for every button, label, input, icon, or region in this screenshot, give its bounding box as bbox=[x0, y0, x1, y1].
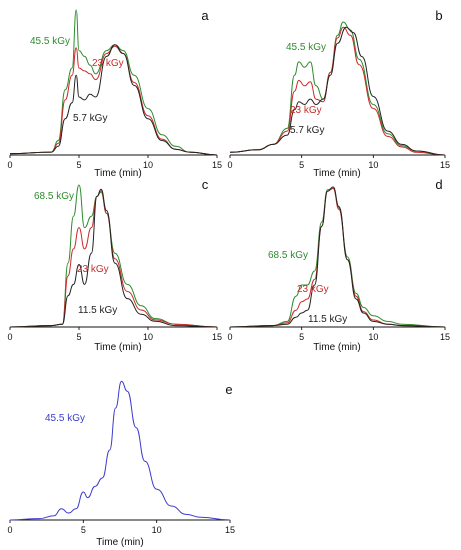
x-tick-label-0: 0 bbox=[227, 160, 232, 170]
x-ticks: 0 5 10 15 bbox=[7, 327, 222, 342]
chart-panel-e-svg: 0 5 10 15 Time (min) e 45.5 kGy bbox=[7, 380, 235, 548]
x-axis-title: Time (min) bbox=[313, 342, 360, 353]
panel-label-e: e bbox=[225, 382, 232, 397]
x-tick-label-15: 15 bbox=[212, 160, 222, 170]
series-line-11-5-kgy bbox=[9, 188, 218, 328]
series-label-5-7-kgy: 5.7 kGy bbox=[73, 113, 107, 124]
x-tick-label-15: 15 bbox=[212, 332, 222, 342]
series-group bbox=[9, 380, 231, 521]
series-line-68-5-kgy bbox=[229, 187, 446, 328]
panel-label-c: c bbox=[202, 177, 209, 192]
x-tick-label-10: 10 bbox=[152, 525, 162, 535]
series-group bbox=[9, 184, 218, 328]
series-label-11-5-kgy: 11.5 kGy bbox=[308, 314, 347, 325]
series-label-11-5-kgy: 11.5 kGy bbox=[78, 305, 117, 316]
x-tick-label-5: 5 bbox=[299, 160, 304, 170]
series-line-45-5-kgy bbox=[9, 9, 218, 156]
chart-panel-b: 0 5 10 15 Time (min) b 45.5 kGy 23 kGy 5.7 … bbox=[225, 0, 461, 180]
x-axis-title: Time (min) bbox=[94, 168, 141, 179]
x-tick-label-10: 10 bbox=[368, 332, 378, 342]
x-tick-label-10: 10 bbox=[143, 160, 153, 170]
series-line-5-7-kgy bbox=[229, 26, 446, 156]
chart-panel-c: 0 5 10 15 Time (min) c 68.5 kGy 23 kGy 11.5… bbox=[0, 175, 230, 355]
x-tick-label-5: 5 bbox=[299, 332, 304, 342]
x-tick-label-15: 15 bbox=[225, 525, 235, 535]
chart-panel-c-svg: 0 5 10 15 Time (min) c 68.5 kGy 23 kGy 11.5… bbox=[7, 177, 222, 353]
x-tick-label-5: 5 bbox=[76, 332, 81, 342]
series-line-45-5-kgy bbox=[229, 21, 446, 156]
panel-label-a: a bbox=[201, 8, 209, 23]
x-ticks: 0 5 10 15 bbox=[227, 327, 450, 342]
chart-panel-d-svg: 0 5 10 15 Time (min) d 68.5 kGy 23 kGy 11.5… bbox=[227, 177, 450, 353]
series-label-23-kgy: 23 kGy bbox=[290, 105, 322, 116]
series-line-23-kgy bbox=[229, 187, 446, 328]
x-tick-label-0: 0 bbox=[7, 525, 12, 535]
x-tick-label-10: 10 bbox=[368, 160, 378, 170]
x-tick-label-0: 0 bbox=[227, 332, 232, 342]
x-axis-title: Time (min) bbox=[313, 168, 360, 179]
chart-panel-a-svg: 0 5 10 15 Time (min) a 45.5 kGy 23 kGy 5.7 … bbox=[7, 8, 222, 179]
series-label-45-5-kgy: 45.5 kGy bbox=[45, 413, 85, 424]
panel-label-d: d bbox=[435, 177, 442, 192]
series-group bbox=[9, 9, 218, 156]
x-tick-label-10: 10 bbox=[143, 332, 153, 342]
x-axis-title: Time (min) bbox=[96, 537, 143, 548]
series-line-45-5-kgy bbox=[9, 380, 231, 521]
series-line-23-kgy bbox=[229, 26, 446, 156]
series-group bbox=[229, 21, 446, 156]
series-label-68-5-kgy: 68.5 kGy bbox=[268, 250, 308, 261]
chart-panel-e: 0 5 10 15 Time (min) e 45.5 kGy bbox=[0, 360, 240, 550]
chart-panel-d: 0 5 10 15 Time (min) d 68.5 kGy 23 kGy 11.5… bbox=[225, 175, 461, 355]
series-line-23-kgy bbox=[9, 45, 218, 156]
x-tick-label-5: 5 bbox=[81, 525, 86, 535]
x-tick-label-0: 0 bbox=[7, 160, 12, 170]
x-tick-label-0: 0 bbox=[7, 332, 12, 342]
panel-label-b: b bbox=[435, 8, 442, 23]
series-label-45-5-kgy: 45.5 kGy bbox=[30, 36, 70, 47]
chart-panel-a: 0 5 10 15 Time (min) a 45.5 kGy 23 kGy 5.7 … bbox=[0, 0, 230, 180]
series-label-23-kgy: 23 kGy bbox=[92, 58, 124, 69]
x-tick-label-5: 5 bbox=[76, 160, 81, 170]
x-ticks: 0 5 10 15 bbox=[7, 520, 235, 535]
series-label-45-5-kgy: 45.5 kGy bbox=[286, 42, 326, 53]
x-axis-title: Time (min) bbox=[94, 342, 141, 353]
x-tick-label-15: 15 bbox=[440, 160, 450, 170]
series-group bbox=[229, 186, 446, 328]
series-label-68-5-kgy: 68.5 kGy bbox=[34, 191, 74, 202]
chart-panel-b-svg: 0 5 10 15 Time (min) b 45.5 kGy 23 kGy 5.7 … bbox=[227, 8, 450, 179]
series-label-23-kgy: 23 kGy bbox=[297, 284, 329, 295]
series-label-5-7-kgy: 5.7 kGy bbox=[290, 125, 324, 136]
series-label-23-kgy: 23 kGy bbox=[77, 264, 109, 275]
x-tick-label-15: 15 bbox=[440, 332, 450, 342]
series-line-11-5-kgy bbox=[229, 186, 446, 328]
series-line-5-7-kgy bbox=[9, 44, 218, 156]
